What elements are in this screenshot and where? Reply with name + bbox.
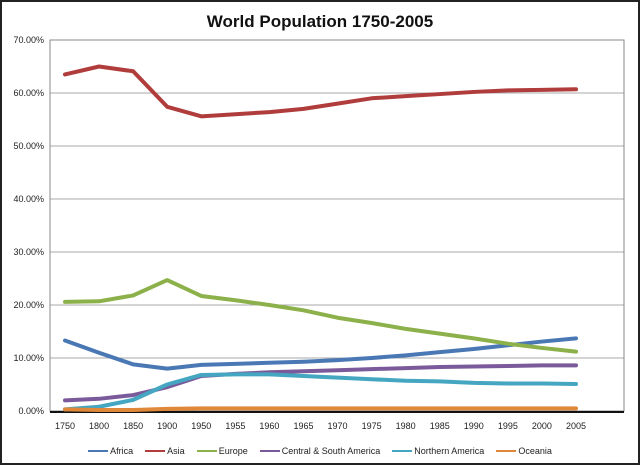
y-tick-label: 20.00%: [13, 300, 44, 310]
x-tick-label: 2000: [532, 421, 552, 431]
legend-item: Africa: [88, 446, 133, 456]
legend-swatch: [392, 450, 413, 452]
legend-swatch: [259, 450, 280, 452]
legend-swatch: [496, 450, 517, 452]
y-tick-label: 60.00%: [13, 88, 44, 98]
series-line-asia: [63, 64, 578, 119]
legend-item: Europe: [196, 446, 248, 456]
series-line-oceania: [63, 406, 578, 412]
legend-item: Central & South America: [259, 446, 381, 456]
x-tick-label: 1800: [89, 421, 109, 431]
x-tick-label: 1960: [259, 421, 279, 431]
legend-label: Northern America: [414, 446, 485, 456]
legend-label: Asia: [167, 446, 185, 456]
y-tick-label: 40.00%: [13, 194, 44, 204]
x-tick-label: 1970: [328, 421, 348, 431]
legend-label: Europe: [218, 446, 248, 456]
x-tick-label: 2005: [566, 421, 586, 431]
legend-item: Northern America: [392, 446, 484, 456]
legend-swatch: [145, 450, 166, 452]
x-tick-label: 1955: [225, 421, 245, 431]
legend-item: Asia: [145, 446, 185, 456]
x-tick-label: 1965: [293, 421, 313, 431]
x-tick-label: 1950: [191, 421, 211, 431]
series-line-africa: [63, 336, 578, 371]
legend-label: Central & South America: [281, 446, 381, 456]
series-line-northern-america: [63, 372, 578, 412]
chart-title: World Population 1750-2005: [206, 12, 434, 31]
legend-swatch: [196, 450, 217, 452]
x-tick-label: 1850: [123, 421, 143, 431]
x-tick-label: 1995: [498, 421, 518, 431]
y-tick-label: 30.00%: [13, 247, 44, 257]
x-tick-label: 1980: [396, 421, 416, 431]
plot-border: [49, 39, 625, 412]
y-tick-label: 50.00%: [13, 141, 44, 151]
y-tick-label: 70.00%: [13, 35, 44, 45]
x-tick-label: 1990: [464, 421, 484, 431]
legend-label: Oceania: [518, 446, 552, 456]
x-tick-label: 1900: [157, 421, 177, 431]
y-tick-label: 10.00%: [13, 353, 44, 363]
legend-swatch: [88, 450, 109, 452]
legend: Africa Asia Europe Central & South America N…: [2, 446, 638, 456]
x-tick-label: 1975: [362, 421, 382, 431]
x-tick-label: 1750: [55, 421, 75, 431]
y-tick-label: 0.00%: [18, 406, 44, 416]
legend-item: Oceania: [496, 446, 552, 456]
series-line-europe: [63, 278, 578, 354]
x-tick-label: 1985: [430, 421, 450, 431]
legend-label: Africa: [110, 446, 134, 456]
